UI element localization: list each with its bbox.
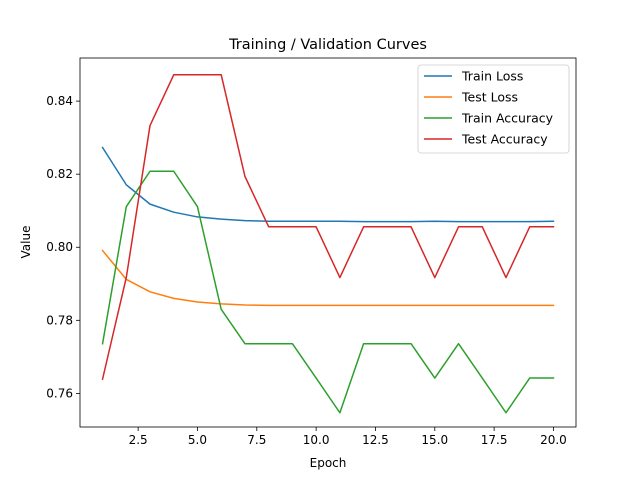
chart-title: Training / Validation Curves	[228, 37, 427, 53]
legend-label: Test Loss	[461, 90, 518, 105]
legend-label: Train Accuracy	[461, 111, 554, 126]
series-line-train-accuracy	[101, 170, 555, 414]
y-tick-label: 0.76	[46, 386, 73, 400]
x-tick-label: 12.5	[362, 433, 389, 447]
x-tick-label: 10.0	[303, 433, 330, 447]
x-tick-label: 2.5	[129, 433, 148, 447]
x-tick-label: 15.0	[421, 433, 448, 447]
y-tick-label: 0.82	[46, 167, 73, 181]
y-axis-label: Value	[19, 226, 33, 259]
legend-label: Test Accuracy	[461, 132, 548, 147]
x-tick-label: 7.5	[247, 433, 266, 447]
series-line-train-loss	[101, 146, 555, 223]
series-layer	[101, 74, 555, 414]
y-tick-label: 0.78	[46, 313, 73, 327]
plot-frame	[79, 57, 577, 428]
legend-box	[417, 64, 570, 154]
legend-label: Train Loss	[461, 69, 523, 84]
series-line-test-accuracy	[101, 74, 555, 381]
legend: Train Loss Test Loss Train Accuracy Test Ac…	[417, 64, 570, 154]
x-tick-label: 5.0	[188, 433, 207, 447]
x-tick-label: 20.0	[540, 433, 567, 447]
series-line-test-loss	[101, 249, 555, 307]
x-axis-label: Epoch	[310, 456, 347, 470]
axes-layer: 2.5 5.0 7.5 10.0 12.5 15.0 17.5 20.0 0.76 0.78 0.8…	[46, 94, 567, 447]
y-tick-label: 0.80	[46, 240, 73, 254]
y-tick-label: 0.84	[46, 94, 73, 108]
x-tick-label: 17.5	[481, 433, 508, 447]
